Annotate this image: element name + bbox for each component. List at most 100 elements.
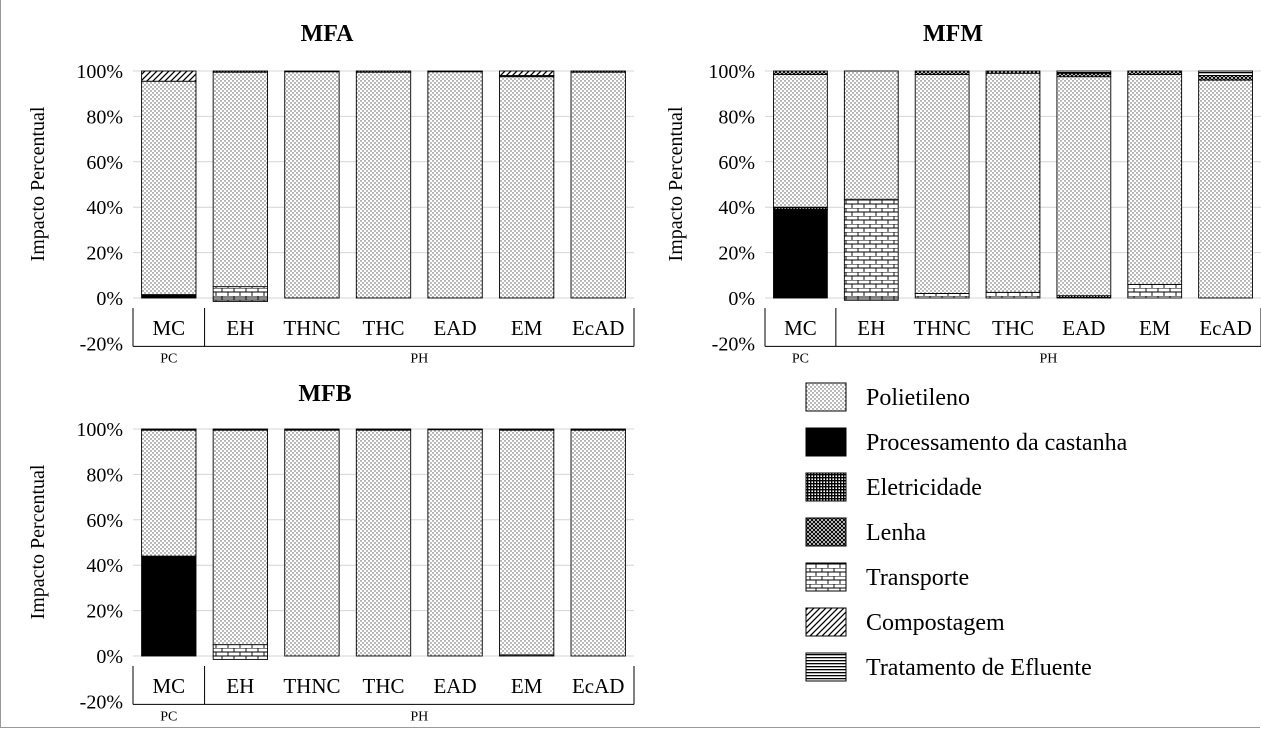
bar-segment-eletricidade bbox=[212, 428, 269, 431]
y-tick-label: 60% bbox=[718, 152, 755, 174]
y-axis-label: Impacto Percentual bbox=[27, 464, 49, 619]
y-tick-label: 40% bbox=[718, 197, 755, 219]
x-tick-label: EAD bbox=[433, 316, 476, 340]
legend-label: Processamento da castanha bbox=[866, 430, 1128, 456]
y-tick-label: 100% bbox=[76, 61, 123, 83]
y-tick-label: 40% bbox=[86, 555, 123, 577]
bar-segment-polietileno bbox=[914, 73, 970, 294]
bar-segment-polietileno bbox=[355, 71, 412, 299]
legend-label: Transporte bbox=[866, 565, 969, 591]
legend-item-processamento-da-castanha: Processamento da castanha bbox=[805, 427, 1128, 457]
legend-label: Polietileno bbox=[866, 385, 970, 411]
bar-segment-tratamento-de-efluente bbox=[1056, 70, 1112, 74]
bar-segment-eletricidade bbox=[427, 428, 483, 431]
bar-segment-polietileno bbox=[498, 429, 555, 656]
legend-swatch bbox=[805, 382, 847, 412]
chart-panel-mfm: MFM Impacto Percentual 100% 80% 60% 40% 20% 0… bbox=[665, 21, 1261, 366]
y-tick-label: 0% bbox=[96, 646, 123, 668]
y-tick-label: 20% bbox=[86, 601, 123, 623]
bar-segment-negative-transporte bbox=[843, 297, 899, 301]
bar-segment-polietileno bbox=[284, 71, 340, 299]
legend-swatch bbox=[805, 652, 847, 682]
x-tick-label: THNC bbox=[283, 316, 340, 340]
bar-segment-eletricidade bbox=[141, 428, 197, 431]
chart-title: MFB bbox=[298, 381, 351, 407]
x-tick-label: MC bbox=[152, 316, 185, 340]
x-tick-label: EM bbox=[511, 674, 543, 698]
y-tick-label: 80% bbox=[86, 106, 123, 128]
bar-segment-polietileno bbox=[427, 429, 483, 657]
bar-segment-polietileno bbox=[212, 429, 269, 646]
x-tick-label: EcAD bbox=[1199, 316, 1251, 340]
bar-segment-polietileno bbox=[570, 71, 626, 299]
bar-segment-eletricidade bbox=[284, 428, 340, 431]
bar-segment-polietileno bbox=[1198, 79, 1253, 299]
legend-item-polietileno: Polietileno bbox=[805, 382, 970, 412]
bar-segment-eletricidade bbox=[570, 428, 626, 431]
y-tick-label: 40% bbox=[86, 197, 123, 219]
x-group-label: PC bbox=[160, 709, 177, 724]
bar-segment-eletricidade bbox=[427, 70, 483, 73]
bar-segment-polietileno bbox=[985, 72, 1041, 293]
legend-item-compostagem: Compostagem bbox=[805, 607, 1005, 637]
bar-segment-polietileno bbox=[1056, 76, 1112, 297]
chart-title: MFA bbox=[301, 21, 355, 47]
chart-panel-mfa: MFA Impacto Percentual 100% 80% 60% 40% 20% 0… bbox=[27, 21, 635, 366]
bar-segment-eletricidade bbox=[570, 70, 626, 73]
y-tick-label: 80% bbox=[718, 106, 755, 128]
bar-segment-polietileno bbox=[355, 429, 412, 657]
x-group-label: PH bbox=[410, 709, 428, 724]
bar-segment-lenha bbox=[914, 70, 970, 75]
x-tick-label: THC bbox=[363, 674, 405, 698]
legend-item-lenha: Lenha bbox=[805, 517, 926, 547]
legend-swatch bbox=[805, 427, 847, 457]
bar-segment-polietileno bbox=[570, 429, 626, 657]
bar-segment-processamento-da-castanha bbox=[141, 555, 197, 657]
y-tick-label: 0% bbox=[728, 288, 755, 310]
x-tick-label: EcAD bbox=[572, 316, 624, 340]
bar-segment-polietileno bbox=[141, 429, 197, 557]
y-tick-label: 60% bbox=[86, 510, 123, 532]
bar-segment-polietileno bbox=[843, 70, 899, 200]
y-tick-label: 80% bbox=[86, 464, 123, 486]
y-axis-label: Impacto Percentual bbox=[27, 106, 49, 261]
bar-segment-eletricidade bbox=[355, 428, 412, 431]
legend-swatch bbox=[805, 607, 847, 637]
legend-label: Compostagem bbox=[866, 610, 1005, 636]
y-tick-label: 100% bbox=[76, 419, 123, 441]
x-tick-label: THNC bbox=[914, 316, 971, 340]
x-group-label: PC bbox=[792, 351, 809, 366]
x-tick-label: EH bbox=[857, 316, 885, 340]
x-tick-label: EH bbox=[226, 674, 254, 698]
legend-label: Tratamento de Efluente bbox=[866, 655, 1092, 681]
bar-segment-polietileno bbox=[427, 71, 483, 299]
bar-segment-negative-transporte bbox=[212, 297, 269, 302]
bar-segment-processamento-da-castanha bbox=[773, 209, 828, 299]
bar-segment-lenha bbox=[773, 70, 828, 75]
legend-label: Eletricidade bbox=[866, 475, 982, 501]
y-tick-label: -20% bbox=[80, 333, 123, 355]
legend-item-transporte: Transporte bbox=[805, 562, 969, 592]
x-tick-label: MC bbox=[784, 316, 817, 340]
legend-swatch bbox=[805, 472, 847, 502]
y-tick-label: -20% bbox=[80, 691, 123, 713]
legend-swatch bbox=[805, 517, 847, 547]
y-tick-label: 100% bbox=[708, 61, 755, 83]
bar-segment-compostagem bbox=[141, 70, 197, 82]
x-tick-label: EAD bbox=[433, 674, 476, 698]
bar-segment-eletricidade bbox=[284, 70, 340, 73]
bar-segment-polietileno bbox=[284, 429, 340, 657]
x-tick-label: EH bbox=[226, 316, 254, 340]
bar-segment-eletricidade bbox=[355, 70, 412, 73]
chart-legend: Polietileno Processamento da castanha Elet… bbox=[805, 382, 1128, 682]
y-tick-label: 0% bbox=[96, 288, 123, 310]
x-tick-label: EM bbox=[1139, 316, 1171, 340]
x-group-label: PH bbox=[410, 351, 428, 366]
legend-label: Lenha bbox=[866, 520, 926, 546]
x-tick-label: THC bbox=[363, 316, 405, 340]
y-tick-label: 20% bbox=[86, 243, 123, 265]
bar-segment-eletricidade bbox=[498, 428, 555, 431]
